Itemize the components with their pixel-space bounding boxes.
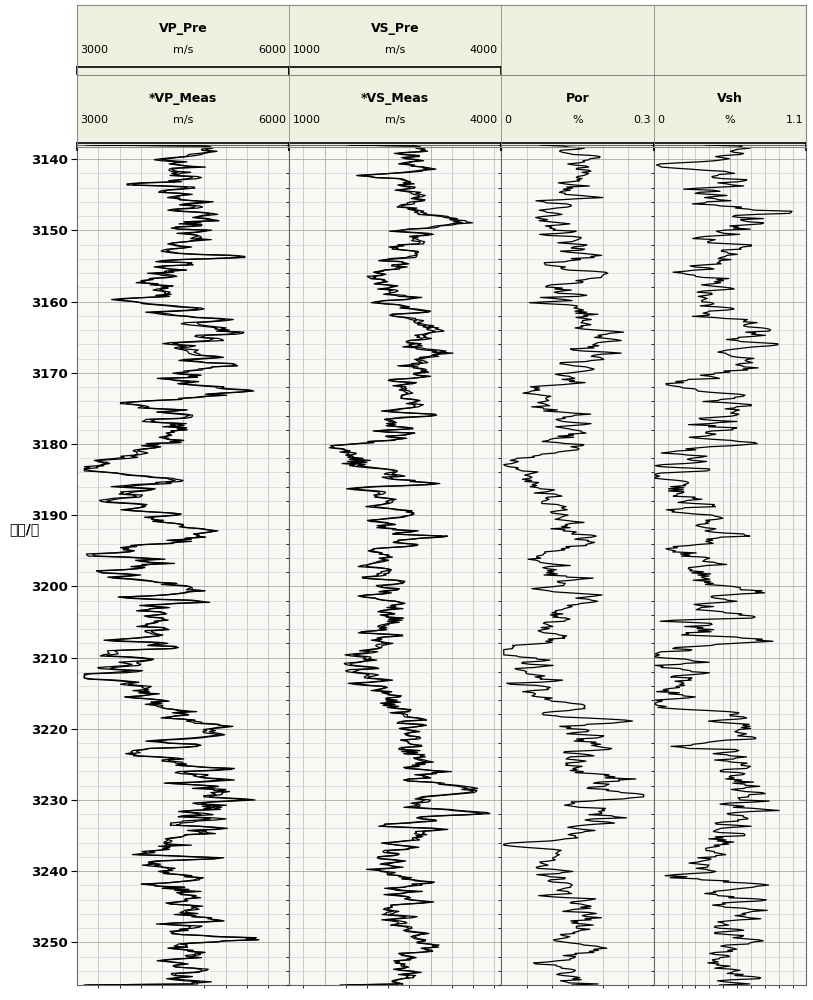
Text: 深度/米: 深度/米 (9, 522, 40, 536)
Text: 0: 0 (657, 115, 664, 125)
Text: %: % (572, 115, 583, 125)
Text: Por: Por (566, 92, 589, 105)
Text: *VS_Meas: *VS_Meas (361, 92, 429, 105)
Text: 6000: 6000 (258, 45, 286, 55)
Text: 4000: 4000 (470, 45, 498, 55)
Text: VP_Pre: VP_Pre (159, 22, 207, 35)
Text: 0: 0 (505, 115, 511, 125)
Text: 3000: 3000 (80, 115, 108, 125)
Text: m/s: m/s (173, 45, 193, 55)
Text: %: % (725, 115, 736, 125)
Text: 0.3: 0.3 (633, 115, 650, 125)
Text: 1000: 1000 (293, 115, 320, 125)
Text: Vsh: Vsh (717, 92, 743, 105)
Text: 6000: 6000 (258, 115, 286, 125)
Text: 1000: 1000 (293, 45, 320, 55)
Text: 4000: 4000 (470, 115, 498, 125)
Text: 3000: 3000 (80, 45, 108, 55)
Text: m/s: m/s (385, 45, 406, 55)
Text: *VP_Meas: *VP_Meas (149, 92, 217, 105)
Text: 1.1: 1.1 (785, 115, 803, 125)
Text: m/s: m/s (385, 115, 406, 125)
Text: m/s: m/s (173, 115, 193, 125)
Text: VS_Pre: VS_Pre (371, 22, 420, 35)
